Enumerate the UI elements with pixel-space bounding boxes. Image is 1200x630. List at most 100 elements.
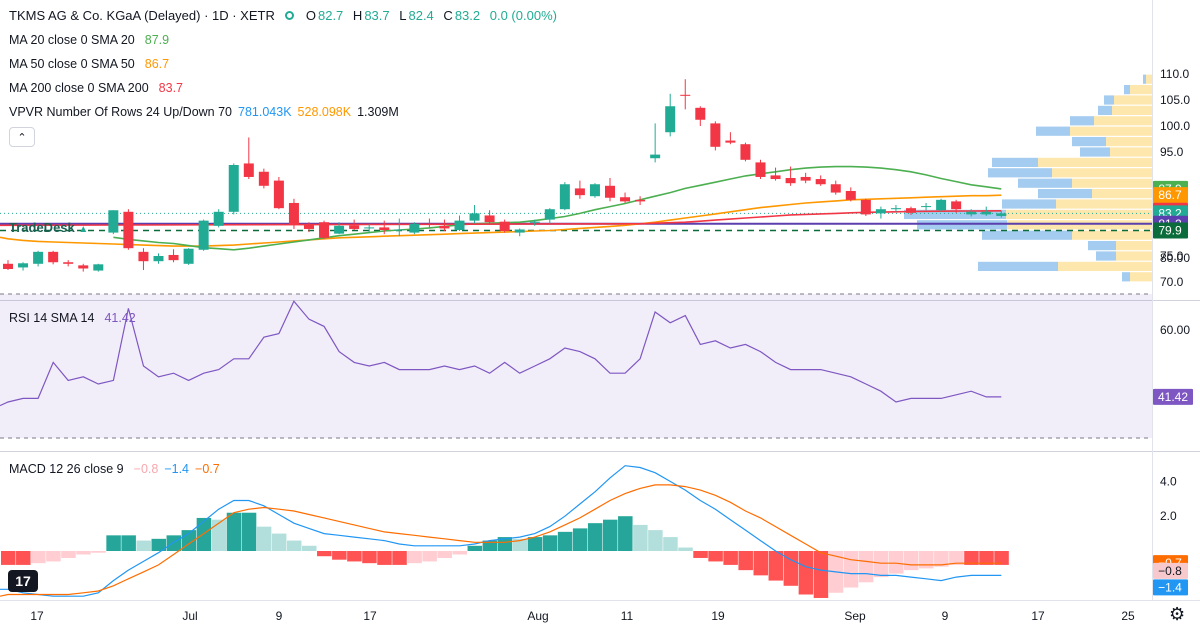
volume-profile-down-bar: [1006, 209, 1152, 219]
candle: [830, 180, 841, 195]
candle-body: [544, 209, 555, 220]
volume-profile-up-bar: [904, 209, 1006, 219]
rsi-line: [0, 300, 1002, 407]
candle-body: [48, 251, 59, 263]
macd-histogram-bar: [888, 551, 904, 574]
candle-body: [153, 256, 164, 262]
candle-body: [439, 225, 450, 229]
macd-histogram-bar: [949, 551, 964, 565]
candle-body: [906, 208, 916, 213]
macd-histogram-bar: [196, 517, 212, 551]
volume-profile-up-bar: [1070, 116, 1094, 126]
candle-body: [815, 179, 826, 185]
candle: [680, 79, 691, 110]
macd-signal-value: −0.7: [195, 462, 220, 476]
gear-icon[interactable]: ⚙: [1169, 604, 1186, 624]
candle: [890, 205, 901, 212]
time-tick-label: 17: [30, 609, 44, 623]
macd-histogram-bar: [392, 551, 407, 565]
candle-body: [213, 211, 224, 226]
candle-body: [650, 154, 661, 159]
macd-histogram-bar: [422, 551, 437, 562]
candle-body: [33, 251, 44, 264]
macd-histogram-bar: [91, 551, 106, 553]
volume-profile-down-bar: [1146, 74, 1152, 84]
candle-body: [574, 188, 585, 196]
macd-histogram-bar: [708, 551, 723, 562]
macd-histogram-bar: [964, 551, 979, 565]
candle: [860, 198, 871, 216]
macd-histogram-bar: [904, 551, 919, 571]
price-label-bg: [1153, 222, 1188, 239]
macd-histogram-bar: [467, 545, 483, 551]
candle-body: [243, 163, 254, 177]
candle: [439, 219, 450, 232]
volume-profile-down-bar: [1038, 157, 1152, 167]
legend-ma50[interactable]: MA 50 close 0 SMA 50 86.7: [9, 57, 169, 71]
candle-body: [484, 215, 495, 223]
candle-body: [785, 178, 796, 184]
macd-histogram-bar: [648, 530, 663, 551]
vpvr-label: VPVR Number Of Rows 24 Up/Down 70: [9, 105, 233, 119]
legend-vpvr[interactable]: VPVR Number Of Rows 24 Up/Down 70 781.04…: [9, 105, 399, 119]
time-tick-label: 9: [276, 609, 283, 623]
macd-label-bg: [1153, 579, 1188, 596]
macd-histogram-bar: [256, 526, 272, 551]
candle-body: [123, 211, 134, 249]
macd-histogram-bar: [557, 531, 573, 551]
candle: [514, 228, 525, 237]
change-value: 0.0 (0.00%): [489, 8, 557, 23]
sma20-line: [113, 165, 1002, 251]
macd-histogram-bar: [211, 519, 227, 551]
macd-histogram-bar: [572, 528, 588, 551]
symbol-legend[interactable]: TKMS AG & Co. KGaA (Delayed) · 1D · XETR…: [9, 8, 559, 23]
macd-histogram-bar: [738, 551, 753, 571]
tradedesk-marker[interactable]: TradeDesk ▲: [9, 220, 88, 235]
chevron-up-icon[interactable]: ⌃: [9, 127, 35, 147]
candle: [228, 163, 239, 215]
candle: [620, 192, 631, 203]
low-value: 82.4: [408, 8, 434, 23]
legend-macd[interactable]: MACD 12 26 close 9 −0.8 −1.4 −0.7: [9, 462, 220, 476]
high-value: 83.7: [364, 8, 390, 23]
vpvr-up: 781.043K: [238, 105, 292, 119]
macd-histogram-bar: [813, 551, 829, 598]
legend-ma20[interactable]: MA 20 close 0 SMA 20 87.9: [9, 33, 169, 47]
candle-body: [981, 211, 992, 215]
candle-body: [605, 185, 615, 198]
candle: [243, 137, 254, 180]
tradingview-logo[interactable]: 17: [8, 570, 38, 592]
macd-histogram-bar: [121, 535, 136, 551]
low-label: L: [399, 8, 407, 23]
ma50-value: 86.7: [144, 57, 170, 71]
candle-body: [740, 144, 751, 160]
rsi-label-bg: [1153, 388, 1193, 405]
volume-profile-down-bar: [1110, 147, 1152, 157]
macd-histogram-bar: [663, 537, 678, 551]
rsi-tick-label: 60.00: [1160, 323, 1190, 337]
candle: [981, 206, 992, 216]
volume-profile-up-bar: [1122, 272, 1130, 282]
candle-body: [770, 175, 781, 180]
candle-body: [725, 140, 736, 143]
volume-profile-down-bar: [1114, 95, 1152, 105]
time-tick-label: 17: [363, 609, 377, 623]
sma200-line: [0, 210, 1002, 227]
candle: [394, 218, 405, 237]
candle: [454, 215, 465, 232]
candle: [544, 208, 555, 224]
macd-label-text: −1.4: [1158, 580, 1182, 594]
volume-profile-down-bar: [1052, 168, 1152, 178]
candle: [349, 219, 360, 230]
price-label-text: 79.9: [1158, 224, 1182, 238]
price-tick-label: 95.0: [1160, 145, 1184, 159]
candle-body: [890, 208, 901, 210]
ma20-value: 87.9: [144, 33, 170, 47]
price-label-bg: [1153, 187, 1188, 204]
legend-ma200[interactable]: MA 200 close 0 SMA 200 83.7: [9, 81, 183, 95]
candle: [364, 223, 375, 233]
candle: [785, 166, 796, 186]
legend-rsi[interactable]: RSI 14 SMA 14 41.42: [9, 311, 136, 325]
macd-line: [0, 465, 1002, 597]
